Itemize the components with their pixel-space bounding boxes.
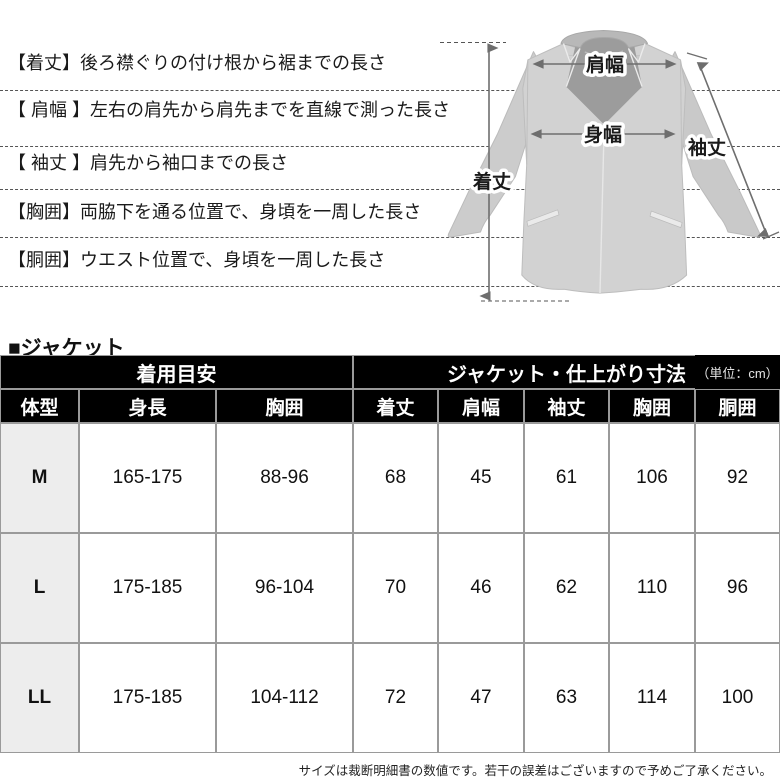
svg-text:袖丈: 袖丈 — [688, 136, 726, 159]
svg-text:着丈: 着丈 — [473, 170, 511, 193]
svg-text:身幅: 身幅 — [584, 123, 622, 146]
svg-text:肩幅: 肩幅 — [586, 53, 624, 76]
